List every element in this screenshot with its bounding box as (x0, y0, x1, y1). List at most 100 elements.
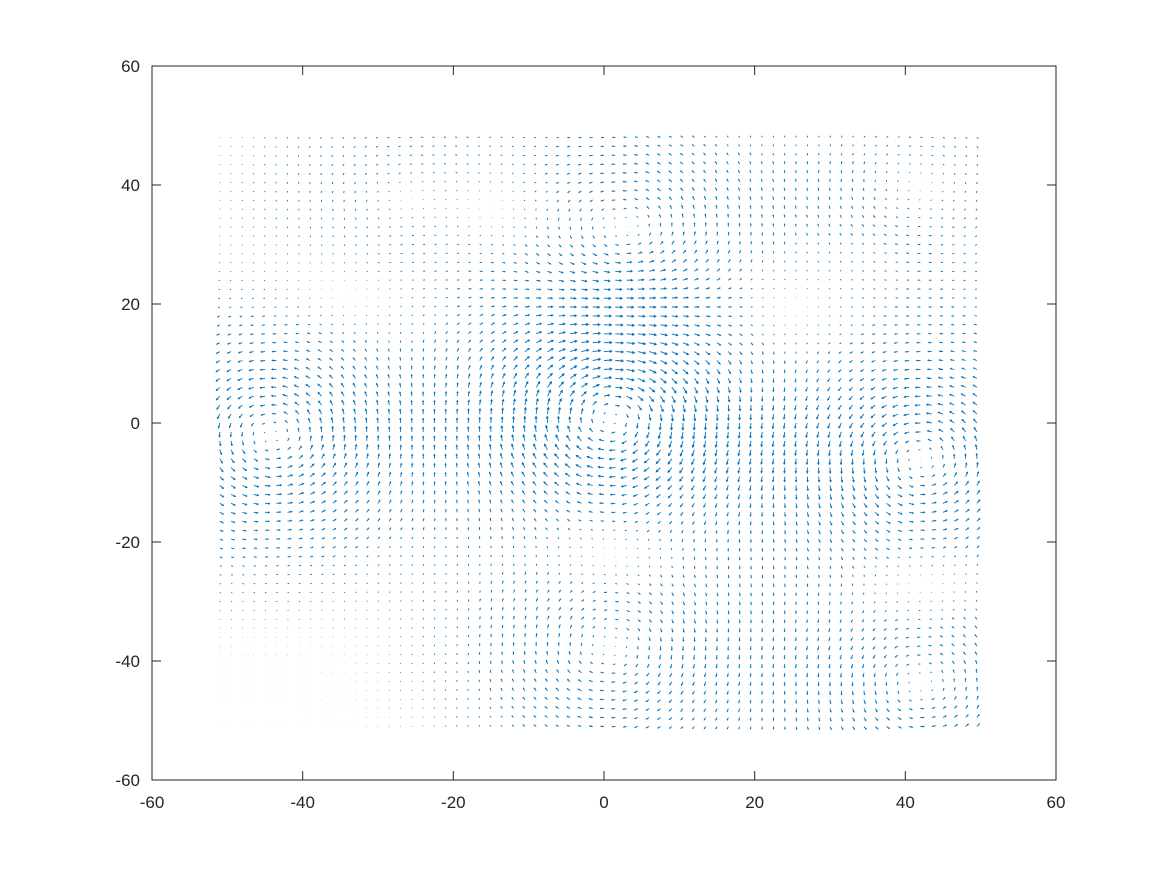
vector-arrow (817, 288, 819, 290)
vector-arrow (725, 467, 729, 474)
vector-arrow (456, 707, 458, 709)
vector-arrow (894, 645, 899, 649)
vector-arrow (321, 537, 326, 540)
vector-arrow (954, 537, 958, 540)
vector-arrow (645, 180, 650, 183)
vector-arrow (547, 270, 553, 274)
vector-arrow (456, 382, 459, 388)
vector-arrow (668, 449, 673, 457)
vector-arrow (468, 305, 472, 308)
vector-arrow (400, 208, 402, 210)
vector-arrow (637, 646, 639, 650)
vector-arrow (478, 697, 481, 700)
vector-arrow (862, 205, 865, 210)
vector-arrow (556, 424, 560, 433)
vector-arrow (726, 485, 729, 491)
vector-arrow (794, 223, 797, 227)
vector-arrow (479, 314, 484, 317)
vector-arrow (920, 502, 926, 505)
vector-arrow (784, 556, 787, 561)
vector-arrow (850, 233, 853, 236)
vector-arrow (839, 672, 842, 678)
vector-arrow (716, 268, 721, 272)
vector-arrow (524, 580, 527, 584)
vector-arrow (953, 453, 956, 459)
vector-arrow (489, 724, 492, 727)
vector-arrow (850, 242, 853, 245)
vector-arrow (512, 415, 515, 424)
vector-arrow (467, 725, 469, 727)
vector-arrow (872, 628, 876, 632)
vector-arrow (524, 261, 529, 265)
vector-arrow (859, 413, 865, 419)
vector-arrow (772, 241, 775, 245)
axes-box (151, 65, 1057, 781)
vector-arrow (321, 573, 324, 576)
vector-arrow (445, 356, 448, 361)
vector-arrow (581, 582, 584, 584)
vector-arrow (739, 601, 741, 606)
vector-arrow (489, 508, 492, 513)
vector-arrow (555, 509, 560, 513)
vector-arrow (816, 360, 820, 364)
vector-arrow (547, 580, 550, 584)
vector-arrow (762, 297, 764, 299)
vector-arrow (874, 556, 878, 560)
vector-arrow (872, 233, 876, 236)
vector-arrow (794, 387, 797, 392)
vector-arrow (445, 526, 447, 531)
vector-arrow (547, 598, 550, 602)
vector-arrow (298, 492, 305, 495)
vector-arrow (682, 231, 685, 236)
vector-arrow (558, 226, 561, 230)
vector-arrow (287, 492, 294, 495)
vector-arrow (535, 356, 542, 361)
vector-arrow (897, 547, 902, 550)
vector-arrow (908, 493, 915, 497)
vector-arrow (502, 252, 505, 255)
vector-arrow (602, 421, 605, 424)
vector-arrow (377, 591, 380, 593)
vector-arrow (365, 323, 368, 326)
vector-arrow (615, 592, 619, 594)
vector-arrow (490, 296, 495, 299)
vector-arrow (852, 494, 856, 500)
vector-arrow (512, 660, 515, 665)
vector-arrow (554, 453, 560, 459)
vector-arrow (352, 357, 356, 361)
vector-arrow (523, 517, 526, 522)
vector-arrow (852, 538, 856, 543)
vector-arrow (761, 144, 763, 147)
vector-arrow (597, 474, 605, 478)
vector-arrow (725, 449, 729, 457)
vector-arrow (623, 663, 627, 667)
vector-arrow (388, 527, 392, 531)
vector-arrow (728, 324, 733, 327)
vector-arrow (545, 181, 548, 184)
vector-arrow (873, 672, 876, 678)
vector-arrow (645, 144, 650, 147)
vector-arrow (283, 411, 288, 415)
vector-arrow (783, 476, 786, 483)
vector-arrow (237, 369, 243, 372)
vector-arrow (772, 681, 775, 687)
vector-arrow (581, 279, 588, 283)
vector-arrow (592, 314, 601, 318)
vector-arrow (773, 324, 775, 326)
y-tick-label: -40 (115, 652, 140, 671)
vector-arrow (893, 342, 898, 344)
vector-arrow (478, 669, 481, 673)
vector-arrow (410, 391, 413, 397)
vector-arrow (626, 287, 634, 291)
vector-arrow (693, 646, 696, 651)
vector-arrow (738, 521, 741, 526)
vector-arrow (907, 601, 910, 603)
vector-arrow (976, 545, 980, 549)
vector-arrow (705, 342, 711, 346)
vector-arrow (534, 668, 537, 674)
vector-arrow (456, 347, 460, 352)
vector-arrow (838, 431, 842, 439)
vector-arrow (885, 601, 887, 604)
vector-arrow (434, 305, 437, 308)
vector-arrow (341, 357, 345, 361)
